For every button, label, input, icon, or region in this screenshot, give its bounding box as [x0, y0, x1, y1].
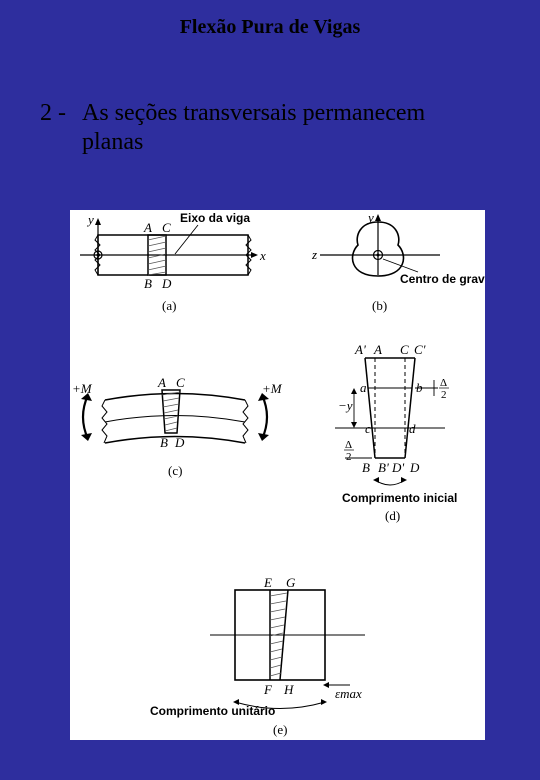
axis-y-label: y [86, 212, 94, 227]
subfig-d-label: (d) [385, 508, 400, 523]
delta-top-2: 2 [441, 389, 447, 401]
label-Dp: D' [391, 460, 404, 475]
initial-length: Comprimento inicial [342, 491, 457, 505]
page-title: Flexão Pura de Vigas [0, 0, 540, 39]
moment-left: +M [72, 381, 93, 396]
label-Dd: D [409, 460, 420, 475]
label-Dc: D [174, 435, 185, 450]
label-a-d: a [360, 380, 367, 395]
label-Ad: A [373, 342, 382, 357]
label-b-d: b [416, 380, 423, 395]
label-Ap: A' [354, 342, 366, 357]
label-F: F [263, 682, 273, 697]
subfig-d: a b c d −y Δ 2 Δ 2 A' A C C' B B' D' D C… [335, 342, 457, 523]
label-dd-d: d [409, 421, 416, 436]
label-c-d: c [365, 421, 371, 436]
eps-max: εmax [335, 686, 362, 701]
subfig-c-label: (c) [168, 463, 182, 478]
delta-top: Δ [440, 377, 447, 389]
delta-bot-2: 2 [346, 451, 352, 463]
item-text: As seções transversais permanecem planas [82, 99, 482, 157]
section-heading: 2 - As seções transversais permanecem pl… [0, 39, 540, 157]
label-Cd: C [400, 342, 409, 357]
axis-z-b: z [311, 247, 317, 262]
axis-x-label: x [259, 248, 266, 263]
label-Bd: B [362, 460, 370, 475]
subfig-e-label: (e) [273, 722, 287, 737]
cg-label: Centro de gravidade [400, 272, 485, 286]
subfig-a-label: (a) [162, 298, 176, 313]
subfig-b-label: (b) [372, 298, 387, 313]
subfig-c: A C B D +M +M (c) [72, 375, 283, 478]
label-D: D [161, 276, 172, 291]
label-Ac: A [157, 375, 166, 390]
subfig-e: E G F H εmax Comprimento unitário (e) [150, 575, 365, 737]
label-Bc: B [160, 435, 168, 450]
moment-right: +M [262, 381, 283, 396]
minus-y: −y [338, 398, 353, 413]
label-H: H [283, 682, 294, 697]
label-C: C [162, 220, 171, 235]
subfig-a: y x A C B D Eixo da viga (a) [80, 211, 266, 313]
label-Bp: B' [378, 460, 389, 475]
label-Cc: C [176, 375, 185, 390]
item-number: 2 - [40, 99, 76, 128]
beam-axis-label: Eixo da viga [180, 211, 250, 225]
subfig-b: y z Centro de gravidade (b) [311, 210, 485, 313]
label-E: E [263, 575, 272, 590]
label-A: A [143, 220, 152, 235]
label-B: B [144, 276, 152, 291]
unit-length: Comprimento unitário [150, 704, 275, 718]
label-G: G [286, 575, 296, 590]
figure-panel: y x A C B D Eixo da viga (a) [70, 210, 485, 740]
delta-bot: Δ [345, 439, 352, 451]
label-Cp: C' [414, 342, 426, 357]
